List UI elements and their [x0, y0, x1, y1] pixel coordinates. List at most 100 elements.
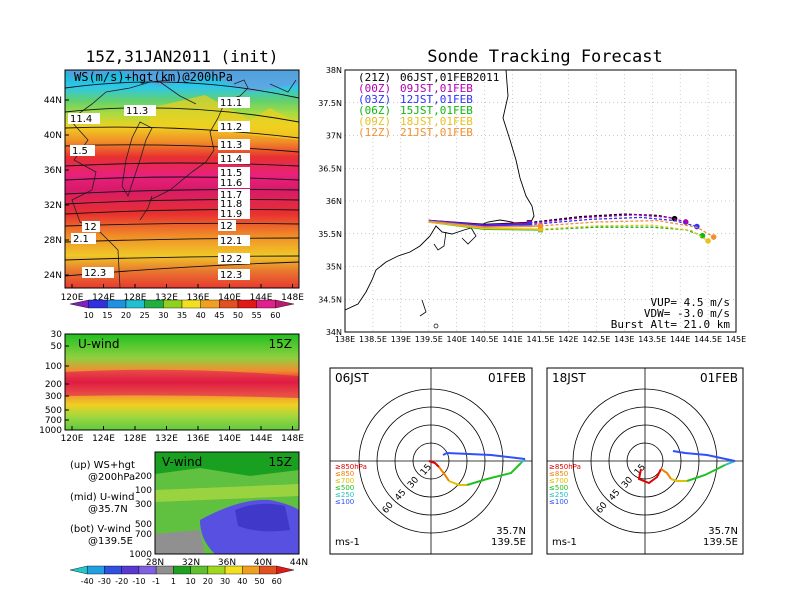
colorbar-label: 20: [121, 311, 131, 320]
lat-tick: 34.5N: [318, 295, 342, 304]
lon-tick: 136E: [187, 434, 210, 444]
track-legend-time: (12Z): [358, 126, 391, 139]
p-tick: 200: [135, 472, 152, 482]
colorbar-label: -1: [152, 577, 160, 586]
lon-tick: 144.5E: [694, 335, 722, 344]
colorbar-swatch: [224, 565, 243, 575]
colorbar-swatch: [242, 565, 260, 575]
track-legend-time: (00Z): [358, 82, 391, 95]
colorbar-swatch: [256, 299, 276, 309]
colorbar-swatch: [144, 299, 164, 309]
hodo-trace: [724, 460, 736, 466]
contour-label: 11.5: [218, 167, 250, 179]
hodo-trace: [466, 462, 522, 486]
colorbar-swatch: [181, 299, 201, 309]
colorbar-label: 35: [177, 311, 187, 320]
lon-tick: 138E: [335, 335, 355, 344]
track-line: [428, 219, 530, 227]
contour-label: 11.7: [218, 189, 250, 201]
lat-tick: 36N: [326, 197, 342, 206]
p-tick: 300: [45, 392, 62, 402]
v-wind-time: 15Z: [269, 455, 293, 469]
lon-tick: 142.5E: [582, 335, 610, 344]
contour-label: 11.1: [218, 97, 250, 109]
colorbar-swatch: [155, 565, 174, 575]
hodo1-lon: 139.5E: [491, 537, 526, 548]
contour-label: 12: [82, 221, 100, 233]
track-legend: (21Z) 06JST,01FEB2011 (00Z) 09JST,01FEB (03Z…: [358, 71, 499, 139]
svg-text:11.4: 11.4: [70, 114, 92, 125]
svg-text:12.3: 12.3: [84, 268, 106, 279]
hodo-legend: ≤700: [335, 477, 354, 485]
lon-tick: 120E: [61, 434, 84, 444]
legend-line: @139.5E: [88, 536, 133, 547]
colorbar-label: -20: [115, 577, 128, 586]
colorbar-swatch: [107, 299, 127, 309]
contour-label: 12.2: [218, 253, 250, 265]
lat-tick: 35.5N: [318, 230, 342, 239]
hodo-legend: ≤100: [335, 498, 354, 506]
colorbar-label: 45: [214, 311, 224, 320]
lon-tick: 128E: [124, 293, 147, 303]
colorbar-swatch: [88, 299, 108, 309]
lat-tick: 28N: [146, 558, 164, 568]
p-tick: 30: [51, 330, 63, 340]
u-wind-title: U-wind: [78, 337, 119, 351]
svg-text:12: 12: [220, 221, 233, 232]
legend-line: (up) WS+hgt: [70, 460, 135, 471]
p-tick: 100: [45, 362, 62, 372]
hodo2-lat: 35.7N: [708, 526, 738, 537]
contour-labels: 11.111.211.311.411.511.611.711.811.91212…: [68, 97, 250, 281]
lon-tick: 140E: [447, 335, 467, 344]
lat-tick: 38N: [326, 66, 342, 75]
p-tick: 1000: [39, 426, 62, 436]
track-legend-time: (03Z): [358, 93, 391, 106]
legend-line: (bot) V-wind: [70, 524, 131, 535]
colorbar-swatch: [163, 299, 183, 309]
lat-tick: 28N: [44, 236, 62, 246]
colorbar-label: -30: [98, 577, 111, 586]
lon-tick: 145E: [726, 335, 746, 344]
hodo-legend: ≤500: [335, 484, 354, 492]
hodo-trace: [686, 464, 726, 482]
lon-tick: 142E: [558, 335, 578, 344]
svg-text:11.5: 11.5: [220, 168, 242, 179]
lon-tick: 128E: [124, 434, 147, 444]
colorbar-swatch: [121, 565, 140, 575]
colorbar-label: 25: [140, 311, 150, 320]
contour-label: 12.3: [82, 267, 114, 279]
contour-label: 12: [218, 220, 236, 232]
hodo-legend: ≤250: [335, 491, 354, 499]
colorbar-swatch: [138, 565, 157, 575]
colorbar-label: -10: [132, 577, 145, 586]
svg-text:2.1: 2.1: [73, 234, 89, 245]
track-line: [540, 224, 709, 242]
p-tick: 700: [135, 530, 152, 540]
lon-tick: 141.5E: [527, 335, 555, 344]
contour-label: 1.5: [70, 145, 95, 157]
lon-tick: 140E: [218, 293, 241, 303]
track-mid-point: [538, 223, 543, 229]
lat-tick: 44N: [290, 558, 308, 568]
colorbar-label: 30: [158, 311, 168, 320]
lat-tick: 32N: [182, 558, 200, 568]
contour-label: 11.6: [218, 177, 250, 189]
svg-text:11.1: 11.1: [220, 98, 242, 109]
map-label: WS(m/s)+hgt(km)@200hPa: [74, 70, 233, 84]
hodo-trace: [442, 451, 526, 460]
hodo1-time: 06JST: [335, 371, 369, 385]
track-legend-time: (06Z): [358, 104, 391, 117]
lat-tick: 40N: [44, 131, 62, 141]
contour-label: 12.3: [218, 269, 250, 281]
colorbar-swatch: [87, 565, 105, 575]
track-map: [344, 69, 737, 333]
hodo2-lon: 139.5E: [703, 537, 738, 548]
colorbar-label: 15: [102, 311, 112, 320]
colorbar-label: -40: [81, 577, 94, 586]
track-legend-date: 12JST,01FEB: [400, 93, 473, 106]
hodo-legend: ≤850: [549, 470, 568, 478]
colorbar-label: 20: [203, 577, 213, 586]
track-legend-date: 15JST,01FEB: [400, 104, 473, 117]
